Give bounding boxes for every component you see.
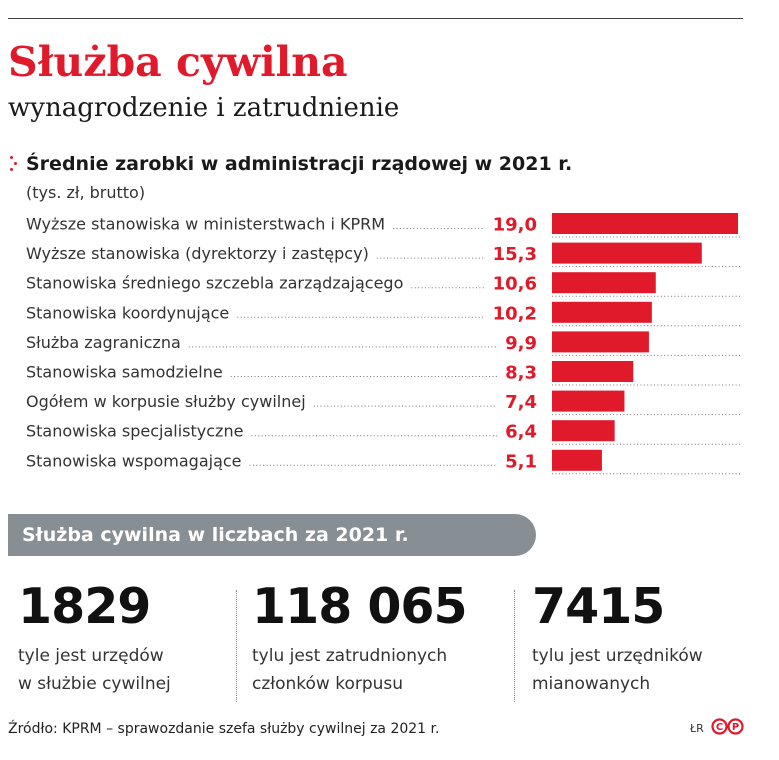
source-note: Źródło: KPRM – sprawozdanie szefa służby… (8, 721, 440, 737)
stats-banner: Służba cywilna w liczbach za 2021 r. (8, 514, 536, 556)
logo-p-letter: P (732, 722, 739, 733)
bar (552, 390, 625, 412)
stat-employees: 118 065 tylu jest zatrudnionych członków… (252, 578, 468, 698)
stat-appointed: 7415 tylu jest urzędników mianowanych (532, 578, 703, 698)
category-label: Stanowiska specjalistyczne (26, 422, 243, 441)
stat-appointed-number: 7415 (532, 578, 665, 635)
logo-c-letter: C (716, 722, 723, 733)
value-label: 10,6 (493, 274, 537, 295)
value-label: 6,4 (505, 422, 537, 443)
value-label: 7,4 (505, 392, 537, 413)
chart-title: Średnie zarobki w administracji rządowej… (26, 153, 573, 175)
category-label: Stanowiska wspomagające (26, 451, 242, 470)
category-label: Stanowiska koordynujące (26, 303, 229, 322)
bar (552, 449, 602, 471)
stat-offices-description: tyle jest urzędów w służbie cywilnej (18, 646, 171, 694)
value-label: 5,1 (505, 451, 537, 472)
bar (552, 331, 649, 353)
stat-employees-description: tylu jest zatrudnionych członków korpusu (252, 646, 448, 694)
logo-p-icon: P (727, 718, 744, 735)
stat-appointed-description: tylu jest urzędników mianowanych (532, 646, 703, 694)
bar (552, 420, 615, 442)
category-label: Stanowiska średniego szczebla zarządzają… (26, 274, 403, 293)
stat-offices: 1829 tyle jest urzędów w służbie cywilne… (18, 578, 171, 698)
chart-marker-icon (10, 155, 20, 173)
value-label: 8,3 (505, 363, 537, 384)
category-label: Wyższe stanowiska (dyrektorzy i zastępcy… (26, 244, 369, 263)
bar (552, 301, 652, 323)
stat-separator (514, 590, 515, 702)
bar (552, 242, 702, 264)
category-label: Służba zagraniczna (26, 333, 181, 352)
value-label: 15,3 (493, 244, 537, 265)
bar (552, 361, 634, 382)
stat-employees-number: 118 065 (252, 578, 468, 635)
bar (552, 213, 738, 234)
logo-c-icon: C (711, 718, 728, 735)
salary-bar-chart: Wyższe stanowiska w ministerstwach i KPR… (26, 213, 740, 475)
author-credit: ŁR (690, 722, 704, 735)
stat-offices-number: 1829 (18, 578, 151, 635)
bar (552, 272, 656, 294)
stat-separator (236, 590, 237, 702)
value-label: 9,9 (505, 333, 537, 354)
value-label: 19,0 (493, 215, 537, 236)
category-label: Wyższe stanowiska w ministerstwach i KPR… (26, 215, 385, 234)
category-label: Ogółem w korpusie służby cywilnej (26, 392, 306, 411)
page-title: Służba cywilna (8, 38, 348, 86)
stats-banner-text: Służba cywilna w liczbach za 2021 r. (22, 524, 409, 546)
top-rule (8, 18, 743, 19)
value-label: 10,2 (493, 303, 537, 324)
category-label: Stanowiska samodzielne (26, 363, 223, 382)
chart-unit: (tys. zł, brutto) (26, 183, 146, 202)
page-subtitle: wynagrodzenie i zatrudnienie (8, 93, 400, 123)
